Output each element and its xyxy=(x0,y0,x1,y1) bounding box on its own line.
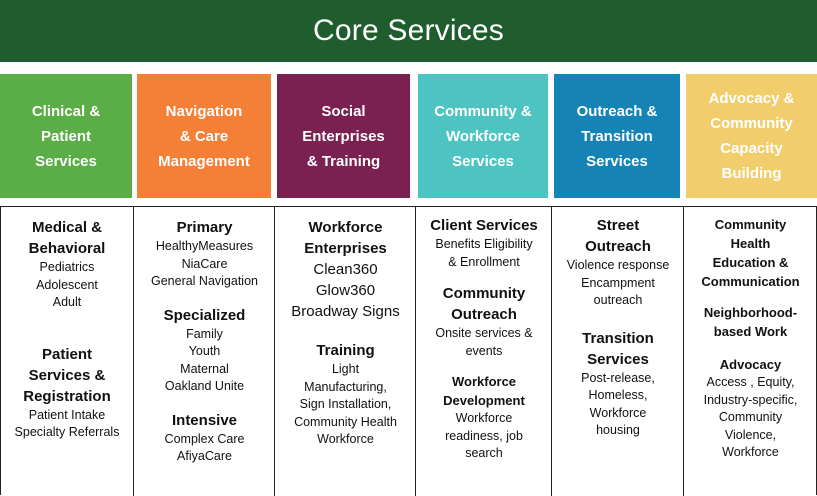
workforce-enterprises-heading: Workforce Enterprises xyxy=(304,219,387,257)
services-table: Medical & Behavioral Pediatrics Adolesce… xyxy=(0,206,817,496)
client-services-list: Benefits Eligibility & Enrollment xyxy=(435,237,533,269)
street-outreach-heading: Street Outreach xyxy=(585,217,651,255)
column-advocacy: Community Health Education & Communicati… xyxy=(685,207,816,496)
header-outreach: Outreach & Transition Services xyxy=(554,74,680,198)
header-community: Community & Workforce Services xyxy=(418,74,548,198)
column-divider xyxy=(415,207,416,496)
intensive-list: Complex Care AfiyaCare xyxy=(164,431,245,464)
community-outreach-heading: Community Outreach xyxy=(442,285,526,323)
specialized-heading: Specialized xyxy=(163,306,246,324)
header-navigation: Navigation & Care Management xyxy=(137,74,271,198)
client-services-heading: Client Services xyxy=(430,217,538,234)
advocacy-list: Access , Equity, Industry-specific, Comm… xyxy=(703,375,798,459)
header-social: Social Enterprises & Training xyxy=(277,74,410,198)
medical-behavioral-heading: Medical & Behavioral xyxy=(28,219,106,257)
workforce-development-heading: Workforce Development xyxy=(443,374,525,408)
column-divider xyxy=(274,207,275,496)
page-title: Core Services xyxy=(313,14,504,47)
street-outreach-list: Violence response Encampment outreach xyxy=(566,258,670,307)
primary-heading: Primary xyxy=(176,219,233,236)
workforce-enterprises-list: Clean360 Glow360 Broadway Signs xyxy=(291,261,400,320)
training-heading: Training xyxy=(316,342,375,359)
workforce-development-list: Workforce readiness, job search xyxy=(445,411,523,460)
primary-list: HealthyMeasures NiaCare General Navigati… xyxy=(150,239,258,288)
health-education-heading: Community Health Education & Communicati… xyxy=(701,217,800,289)
category-headers: Clinical & Patient Services Navigation &… xyxy=(0,74,817,198)
column-outreach: Street Outreach Violence response Encamp… xyxy=(553,207,683,496)
medical-behavioral-list: Pediatrics Adolescent Adult xyxy=(36,260,98,309)
transition-services-heading: Transition Services xyxy=(582,329,654,368)
intensive-heading: Intensive xyxy=(171,411,238,429)
column-community: Client Services Benefits Eligibility & E… xyxy=(417,207,551,496)
column-social: Workforce Enterprises Clean360 Glow360 B… xyxy=(276,207,415,496)
specialized-list: Family Youth Maternal Oakland Unite xyxy=(164,326,245,394)
column-divider xyxy=(551,207,552,496)
patient-services-list: Patient Intake Specialty Referrals xyxy=(14,407,120,440)
header-clinical: Clinical & Patient Services xyxy=(0,74,132,198)
advocacy-heading: Advocacy xyxy=(719,357,782,372)
community-outreach-list: Onsite services & events xyxy=(435,326,533,358)
transition-services-list: Post-release, Homeless, Workforce housin… xyxy=(581,370,655,438)
column-divider xyxy=(133,207,134,496)
column-clinical: Medical & Behavioral Pediatrics Adolesce… xyxy=(1,207,133,496)
column-navigation: Primary HealthyMeasures NiaCare General … xyxy=(135,207,274,496)
patient-services-heading: Patient Services & Registration xyxy=(23,345,111,405)
title-banner: Core Services xyxy=(0,0,817,62)
training-list: Light Manufacturing, Sign Installation, … xyxy=(294,362,397,446)
neighborhood-work-heading: Neighborhood- based Work xyxy=(703,305,798,339)
header-advocacy: Advocacy & Community Capacity Building xyxy=(686,74,817,198)
column-divider xyxy=(683,207,684,496)
